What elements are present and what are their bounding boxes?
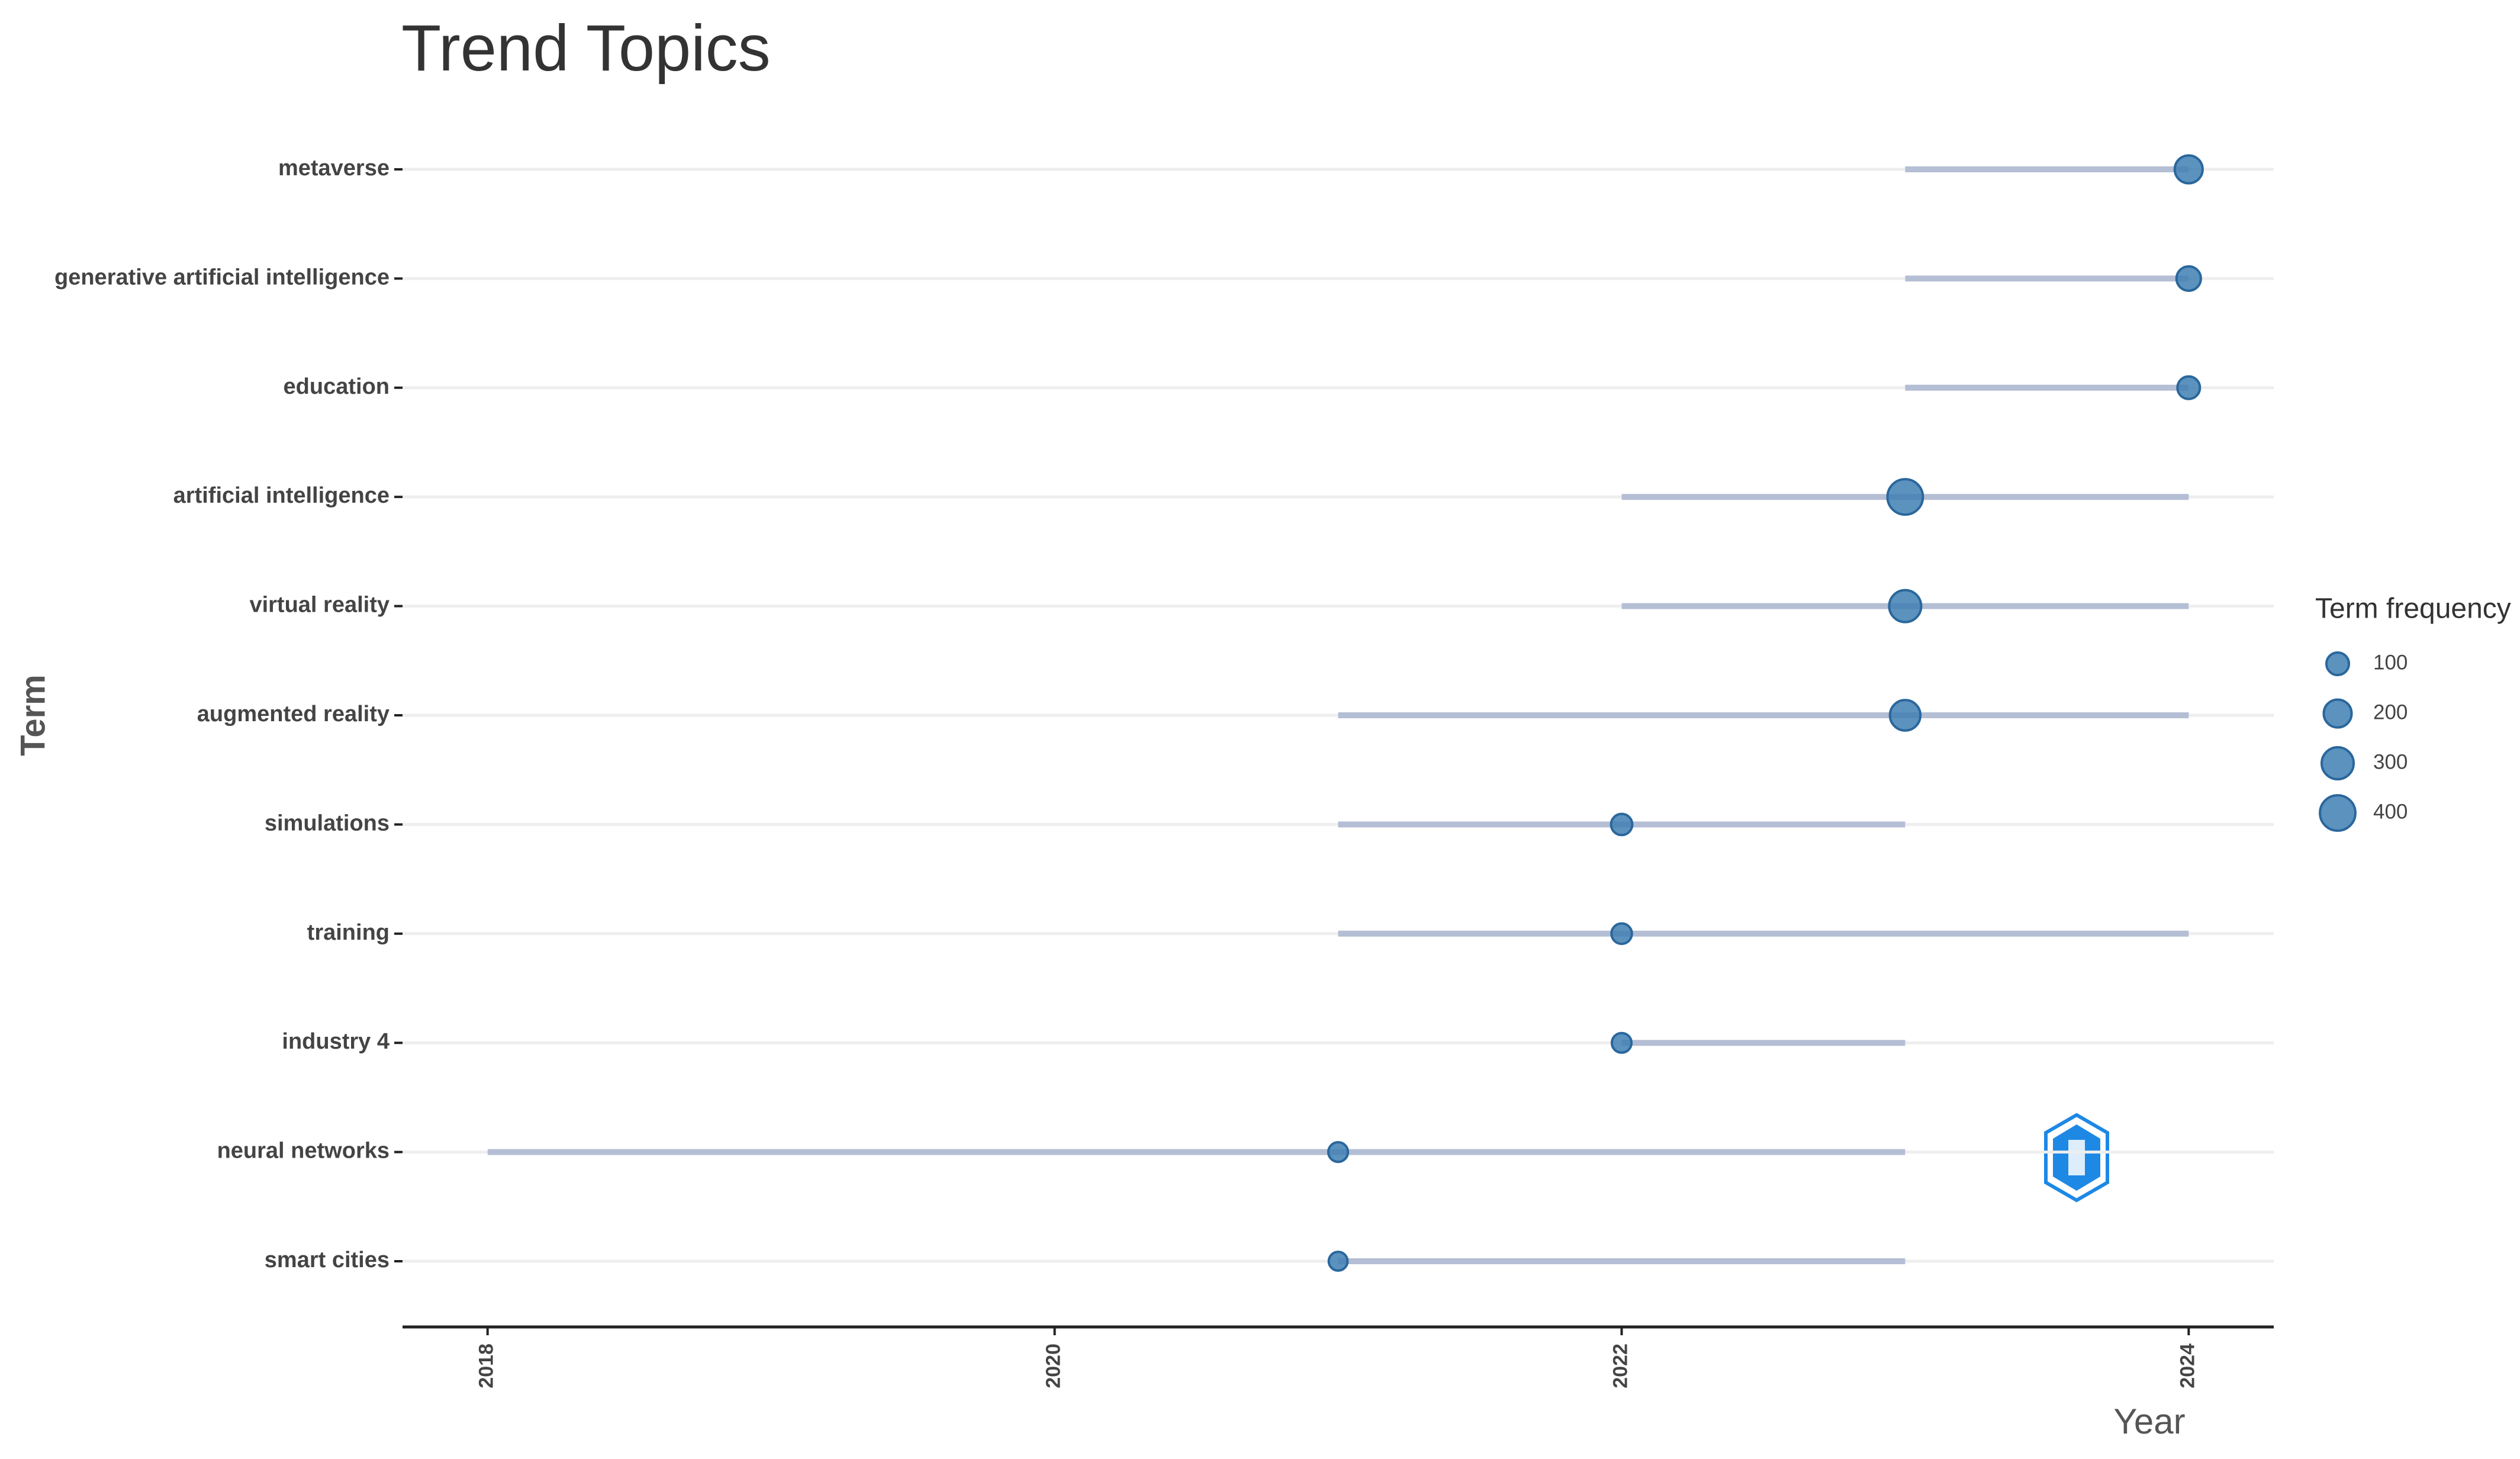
legend-point — [2320, 745, 2355, 781]
y-tick-label: augmented reality — [197, 702, 390, 727]
legend-label: 100 — [2373, 651, 2408, 674]
legend-title: Term frequency — [2315, 593, 2511, 625]
legend-label: 400 — [2373, 800, 2408, 823]
chart-title: Trend Topics — [401, 12, 771, 85]
point — [1888, 589, 1923, 624]
point — [2173, 154, 2204, 185]
legend-point — [2325, 651, 2351, 677]
legend-point — [2322, 698, 2353, 729]
x-tick-label: 2020 — [1042, 1344, 1065, 1389]
x-axis-label: Year — [2113, 1402, 2185, 1441]
y-tick-label: industry 4 — [282, 1029, 390, 1054]
y-tick-label: artificial intelligence — [173, 483, 390, 508]
y-tick-label: smart cities — [265, 1248, 390, 1272]
y-tick-label: education — [284, 374, 390, 399]
y-tick-label: neural networks — [217, 1139, 390, 1164]
point — [1610, 812, 1634, 837]
point — [1327, 1141, 1350, 1164]
legend-label: 300 — [2373, 750, 2408, 773]
y-tick-label: training — [307, 920, 390, 945]
point — [2176, 375, 2202, 400]
point — [1888, 699, 1922, 732]
y-tick-label: virtual reality — [249, 593, 390, 618]
x-tick-label: 2018 — [475, 1344, 498, 1389]
x-tick-label: 2022 — [1609, 1344, 1631, 1389]
legend-point — [2319, 794, 2357, 832]
legend-label: 200 — [2373, 700, 2408, 724]
y-tick-label: simulations — [265, 811, 390, 835]
point — [1610, 1031, 1633, 1054]
y-tick-label: generative artificial intelligence — [54, 265, 390, 290]
point — [1610, 922, 1633, 946]
point — [1886, 478, 1924, 516]
y-axis-label: Term — [14, 674, 52, 756]
y-tick-label: metaverse — [278, 156, 390, 181]
logo — [2044, 1113, 2109, 1203]
x-tick-label: 2024 — [2176, 1344, 2199, 1389]
point — [2175, 265, 2202, 292]
point — [1327, 1251, 1349, 1272]
